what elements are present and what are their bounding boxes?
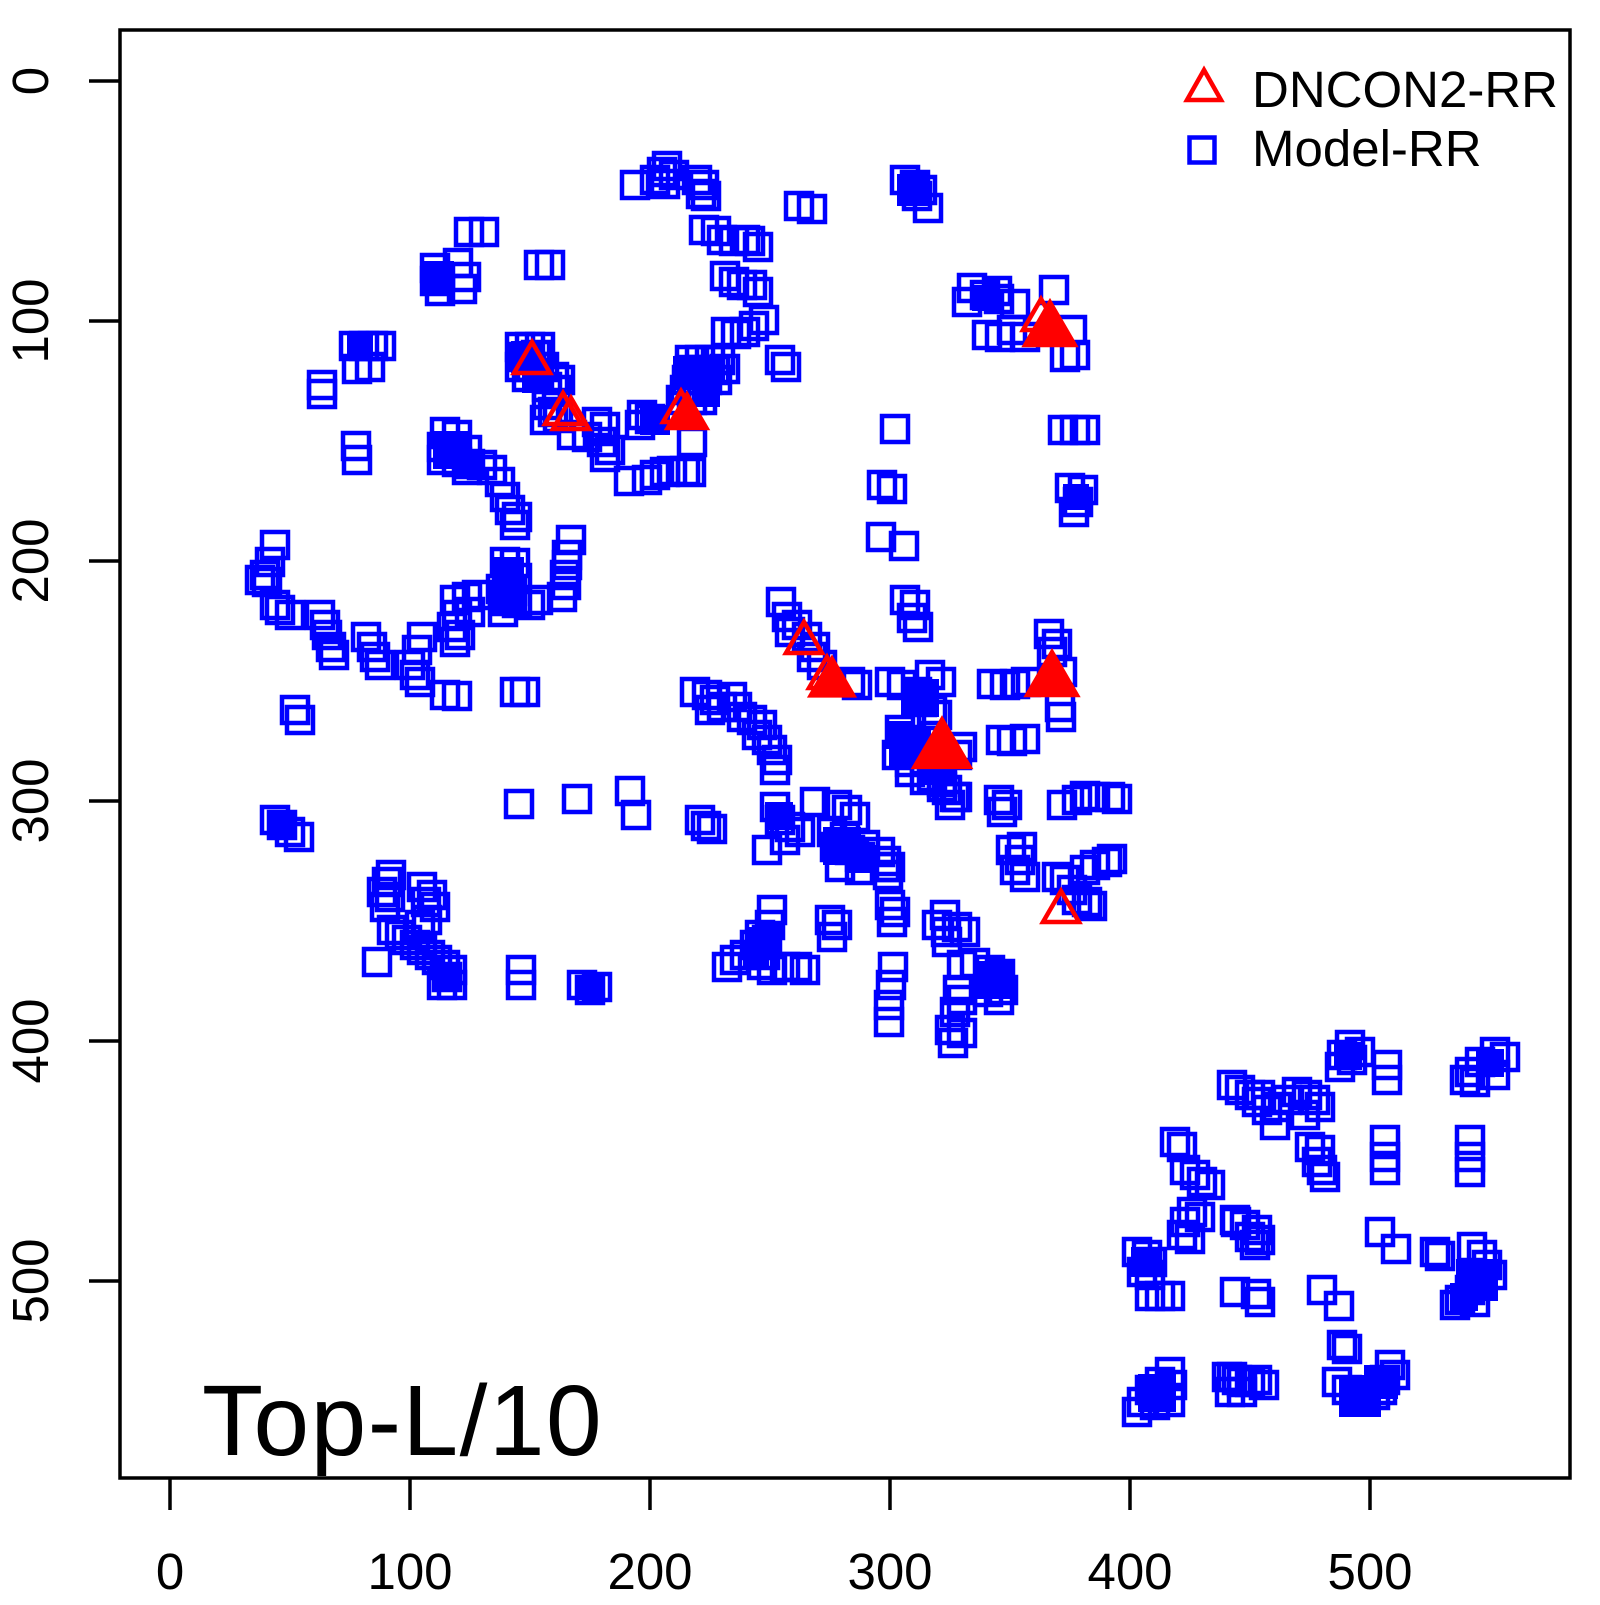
svg-text:DNCON2-RR: DNCON2-RR [1252, 61, 1558, 118]
svg-text:Top-L/10: Top-L/10 [202, 1365, 603, 1477]
svg-text:Model-RR: Model-RR [1252, 120, 1482, 177]
svg-text:0: 0 [2, 67, 59, 95]
svg-text:500: 500 [1327, 1543, 1412, 1600]
svg-text:300: 300 [847, 1543, 932, 1600]
svg-text:200: 200 [607, 1543, 692, 1600]
svg-text:0: 0 [156, 1543, 184, 1600]
svg-text:100: 100 [2, 278, 59, 363]
svg-text:300: 300 [2, 758, 59, 843]
svg-text:400: 400 [1087, 1543, 1172, 1600]
svg-text:500: 500 [2, 1238, 59, 1323]
svg-text:100: 100 [367, 1543, 452, 1600]
svg-text:200: 200 [2, 518, 59, 603]
svg-text:400: 400 [2, 998, 59, 1083]
